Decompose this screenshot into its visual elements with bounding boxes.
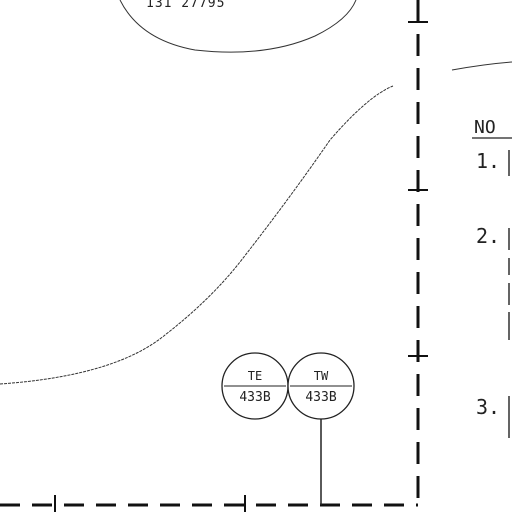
- note-number-3: 3.: [476, 395, 500, 419]
- instrument-number: 433B: [239, 390, 270, 405]
- notes-heading: NO: [474, 117, 496, 138]
- instrument-bubble-te[interactable]: TE 433B: [221, 352, 289, 420]
- instrument-tag: TE: [248, 369, 262, 383]
- instrument-number: 433B: [305, 390, 336, 405]
- instrument-bubble-tw[interactable]: TW 433B: [287, 352, 355, 420]
- upper-contour-line: [119, 0, 357, 53]
- note-number-2: 2.: [476, 224, 500, 248]
- diagonal-contour-line: [0, 85, 394, 385]
- right-contour-line: [451, 61, 512, 71]
- top-partial-label: 131 27795: [146, 0, 225, 11]
- instrument-tag: TW: [314, 369, 329, 383]
- note-number-1: 1.: [476, 149, 500, 173]
